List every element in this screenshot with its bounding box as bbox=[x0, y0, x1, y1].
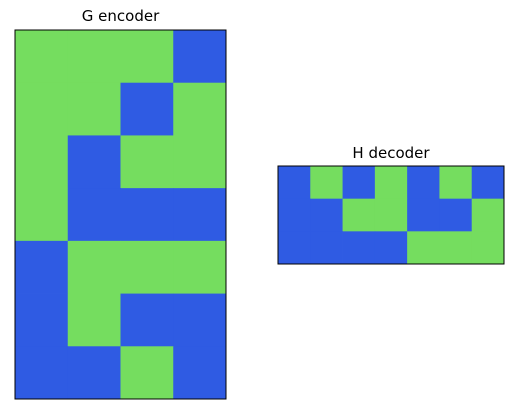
g-encoder-cell-r1-c0 bbox=[15, 82, 69, 136]
g-encoder-cell-r3-c0 bbox=[15, 188, 69, 242]
g-encoder-cell-r5-c2 bbox=[120, 293, 174, 347]
h-decoder-cell-r2-c6 bbox=[471, 231, 505, 265]
g-encoder-cell-r1-c1 bbox=[67, 82, 121, 136]
g-encoder-cell-r4-c0 bbox=[15, 240, 69, 294]
g-encoder-cell-r1-c3 bbox=[173, 82, 227, 136]
h-decoder-cell-r1-c5 bbox=[439, 198, 473, 232]
h-decoder-frame bbox=[277, 165, 505, 265]
g-encoder-cell-r5-c3 bbox=[173, 293, 227, 347]
g-encoder-title: G encoder bbox=[81, 7, 160, 25]
h-decoder-matrix bbox=[277, 165, 505, 265]
h-decoder-cell-r0-c4 bbox=[407, 166, 440, 200]
g-encoder-cell-r0-c1 bbox=[67, 30, 121, 84]
h-decoder-cell-r2-c0 bbox=[278, 231, 311, 265]
h-decoder-cell-r1-c0 bbox=[278, 198, 311, 232]
h-decoder-cell-r2-c1 bbox=[310, 231, 343, 265]
h-decoder-cell-r0-c0 bbox=[278, 166, 311, 200]
h-decoder-cell-r0-c6 bbox=[471, 166, 505, 200]
g-encoder-matrix bbox=[14, 29, 227, 400]
g-encoder-cell-r2-c1 bbox=[67, 135, 121, 189]
g-encoder-cell-r4-c3 bbox=[173, 240, 227, 294]
g-encoder-cell-r4-c1 bbox=[67, 240, 121, 294]
h-decoder-cell-r0-c5 bbox=[439, 166, 473, 200]
h-decoder-cell-r2-c2 bbox=[342, 231, 376, 265]
h-decoder-cell-r2-c5 bbox=[439, 231, 473, 265]
g-encoder-cell-r5-c0 bbox=[15, 293, 69, 347]
h-decoder-cell-r2-c4 bbox=[407, 231, 440, 265]
g-encoder-cell-r0-c3 bbox=[173, 30, 227, 84]
g-encoder-cell-r2-c0 bbox=[15, 135, 69, 189]
g-encoder-cell-r5-c1 bbox=[67, 293, 121, 347]
h-decoder-cell-r1-c4 bbox=[407, 198, 440, 232]
h-decoder-cell-r0-c1 bbox=[310, 166, 343, 200]
g-encoder-cell-r6-c2 bbox=[120, 346, 174, 400]
g-encoder-cell-r0-c0 bbox=[15, 30, 69, 84]
h-decoder-cell-r1-c3 bbox=[374, 198, 408, 232]
g-encoder-cell-r2-c2 bbox=[120, 135, 174, 189]
h-decoder-cell-r1-c6 bbox=[471, 198, 505, 232]
g-encoder-cell-r6-c1 bbox=[67, 346, 121, 400]
g-encoder-cell-r1-c2 bbox=[120, 82, 174, 136]
h-decoder-cell-r2-c3 bbox=[374, 231, 408, 265]
h-decoder-cell-r0-c2 bbox=[342, 166, 376, 200]
g-encoder-cell-r3-c3 bbox=[173, 188, 227, 242]
g-encoder-cell-r3-c2 bbox=[120, 188, 174, 242]
g-encoder-cell-r0-c2 bbox=[120, 30, 174, 84]
g-encoder-cell-r6-c0 bbox=[15, 346, 69, 400]
g-encoder-cell-r2-c3 bbox=[173, 135, 227, 189]
g-encoder-cell-r6-c3 bbox=[173, 346, 227, 400]
g-encoder-cell-r3-c1 bbox=[67, 188, 121, 242]
h-decoder-cell-r0-c3 bbox=[374, 166, 408, 200]
h-decoder-cell-r1-c2 bbox=[342, 198, 376, 232]
h-decoder-title: H decoder bbox=[352, 144, 430, 162]
g-encoder-cell-r4-c2 bbox=[120, 240, 174, 294]
g-encoder-frame bbox=[14, 29, 227, 400]
h-decoder-cell-r1-c1 bbox=[310, 198, 343, 232]
